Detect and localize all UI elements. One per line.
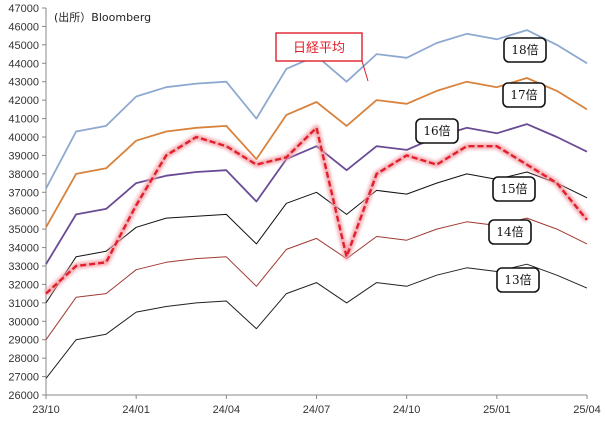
x-tick-label: 25/01 <box>483 404 511 416</box>
source-note: (出所）Bloomberg <box>54 10 151 24</box>
y-tick-label: 34000 <box>8 243 39 255</box>
x-tick-label: 25/04 <box>573 404 601 416</box>
series-17倍 <box>45 77 588 228</box>
multiple-label-box <box>492 176 536 202</box>
y-tick-label: 37000 <box>8 187 39 199</box>
y-tick-label: 40000 <box>8 132 39 144</box>
series-layer <box>43 29 590 379</box>
multiple-label: 18倍 <box>511 42 538 57</box>
series-nikkei <box>45 126 588 295</box>
nikkei-label-box <box>275 32 363 62</box>
y-tick-label: 39000 <box>8 150 39 162</box>
y-tick-label: 35000 <box>8 224 39 236</box>
y-tick-label: 30000 <box>8 316 39 328</box>
nikkei-pointer <box>361 60 369 82</box>
y-tick-label: 43000 <box>8 77 39 89</box>
x-tick-label: 24/07 <box>303 404 331 416</box>
y-tick-label: 42000 <box>8 95 39 107</box>
y-tick-label: 31000 <box>8 298 39 310</box>
multiple-label: 16倍 <box>423 123 450 138</box>
multiple-label-box <box>502 82 546 108</box>
axes: 26000 27000 28000 29000 30000 31000 32000 33000… <box>8 3 600 416</box>
y-tick-label: 45000 <box>8 40 39 52</box>
x-tick-label: 24/10 <box>393 404 421 416</box>
y-tick-label: 46000 <box>8 21 39 33</box>
y-tick-label: 33000 <box>8 261 39 273</box>
multiple-label-box <box>415 118 459 144</box>
multiple-label-box <box>496 267 540 293</box>
label-layer: 18倍 17倍 16倍 15倍 14倍 13倍 日経平均 <box>275 32 547 293</box>
multiple-label: 14倍 <box>496 224 523 239</box>
y-tick-label: 41000 <box>8 114 39 126</box>
y-tick-label: 26000 <box>8 390 39 402</box>
multiple-label: 15倍 <box>500 181 527 196</box>
multiple-label-box <box>503 37 547 63</box>
y-tick-label: 36000 <box>8 206 39 218</box>
y-tick-label: 44000 <box>8 58 39 70</box>
multiple-label: 13倍 <box>504 272 531 287</box>
y-tick-label: 32000 <box>8 279 39 291</box>
y-tick-label: 28000 <box>8 353 39 365</box>
x-tick-label: 24/01 <box>122 404 150 416</box>
y-tick-label: 38000 <box>8 169 39 181</box>
series-16倍 <box>45 123 588 265</box>
x-tick-label: 24/04 <box>213 404 241 416</box>
y-tick-label: 29000 <box>8 335 39 347</box>
nikkei-label: 日経平均 <box>293 41 345 56</box>
multiple-label: 17倍 <box>510 87 537 102</box>
y-tick-label: 27000 <box>8 372 39 384</box>
x-tick-label: 23/10 <box>32 404 60 416</box>
multiple-label-box <box>488 219 532 245</box>
y-tick-label: 47000 <box>8 3 39 15</box>
